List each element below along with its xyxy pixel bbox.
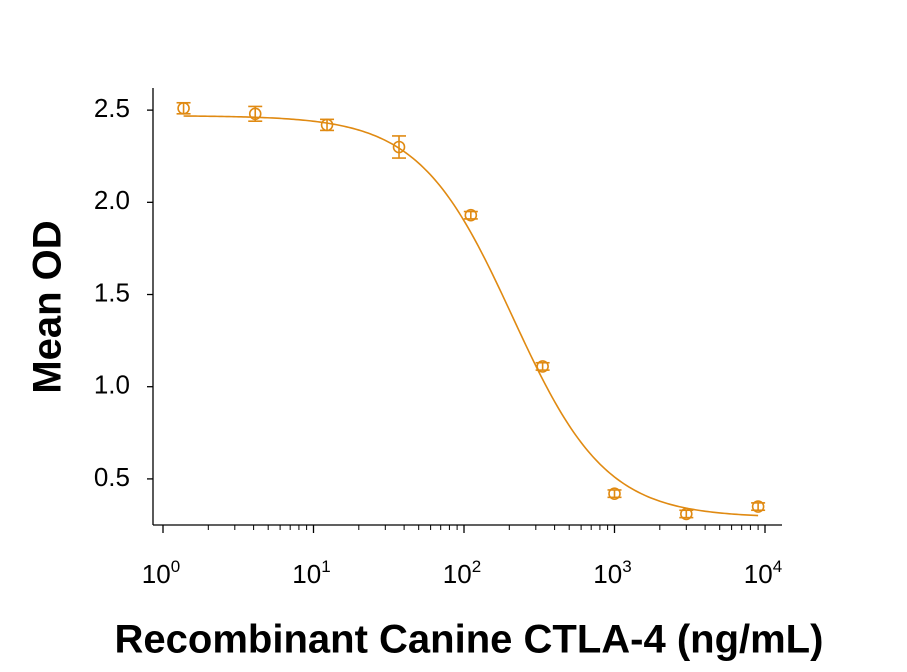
- data-point: [177, 101, 190, 115]
- x-tick-label: 104: [744, 557, 782, 589]
- y-tick-label: 1.0: [94, 370, 130, 400]
- data-point: [608, 487, 621, 500]
- data-point: [751, 500, 765, 513]
- data-point: [248, 107, 262, 121]
- y-axis-ticks: 0.5 1.0 1.5 2.0 2.5: [94, 93, 153, 492]
- data-point: [392, 140, 406, 154]
- y-tick-label: 2.0: [94, 185, 130, 215]
- x-tick-label: 103: [593, 557, 631, 589]
- data-point: [536, 360, 549, 373]
- data-points: [176, 101, 766, 521]
- y-tick-label: 2.5: [94, 93, 130, 123]
- plot-area: 0.5 1.0 1.5 2.0 2.5 100 101 102 103 104: [94, 88, 782, 589]
- x-axis-ticks: 100 101 102 103 104: [142, 525, 782, 589]
- x-tick-label: 102: [443, 557, 481, 589]
- x-tick-label: 101: [292, 557, 330, 589]
- y-tick-label: 1.5: [94, 277, 130, 307]
- fit-curve: [183, 115, 759, 517]
- data-point: [464, 208, 478, 222]
- y-tick-label: 0.5: [94, 462, 130, 492]
- data-point: [680, 507, 693, 521]
- y-axis-title: Mean OD: [26, 220, 70, 393]
- x-axis-title: Recombinant Canine CTLA-4 (ng/mL): [115, 618, 824, 662]
- data-point: [320, 118, 334, 132]
- x-tick-label: 100: [142, 557, 180, 589]
